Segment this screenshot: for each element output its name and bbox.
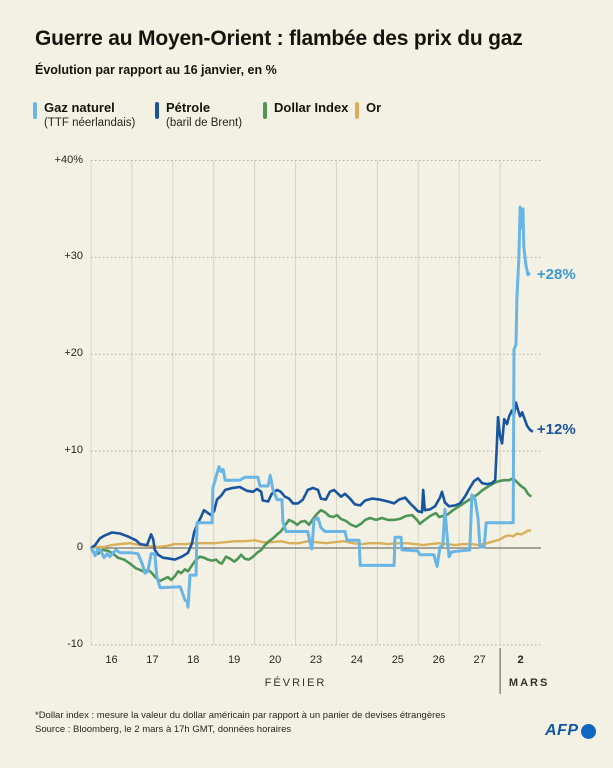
y-axis-tick: 0 — [76, 541, 83, 553]
y-axis-tick: -10 — [67, 637, 83, 650]
legend-label: Pétrole (baril de Brent) — [166, 100, 243, 130]
y-axis-tick: +10 — [64, 444, 83, 457]
legend-swatch-icon — [33, 102, 37, 119]
footnote: *Dollar index : mesure la valeur du doll… — [35, 710, 446, 721]
legend-swatch-icon — [155, 102, 159, 119]
x-axis-tick: 26 — [432, 654, 445, 666]
legend-item-or: Or — [355, 100, 381, 119]
legend-swatch-icon — [263, 102, 267, 119]
chart-subtitle: Évolution par rapport au 16 janvier, en … — [35, 63, 277, 77]
or-line — [90, 529, 532, 550]
legend-item-p-trole: Pétrole (baril de Brent) — [155, 100, 242, 131]
legend-item-gaz-naturel: Gaz naturel (TTF néerlandais) — [33, 100, 135, 131]
legend-label: Dollar Index — [274, 100, 349, 115]
source-line: Source : Bloomberg, le 2 mars à 17h GMT,… — [35, 724, 292, 735]
x-axis-tick: 2 — [517, 654, 524, 666]
afp-logo-dot-icon — [580, 723, 596, 739]
y-axis-tick: +20 — [64, 347, 83, 360]
x-axis-tick: 17 — [146, 654, 159, 666]
dollar-index-line — [89, 477, 533, 583]
legend-sublabel: (baril de Brent) — [166, 117, 243, 130]
month-label-fvrier: FÉVRIER — [264, 677, 327, 689]
p-trole-baril-de-brent-line — [90, 401, 534, 561]
x-axis-tick: 18 — [187, 654, 200, 666]
x-axis-tick: 23 — [309, 654, 323, 666]
legend-label: Gaz naturel (TTF néerlandais) — [44, 100, 136, 130]
x-axis-tick: 24 — [350, 654, 364, 666]
page-title: Guerre au Moyen-Orient : flambée des pri… — [35, 27, 523, 50]
y-axis-tick: +40% — [54, 153, 83, 166]
x-axis-tick: 19 — [228, 654, 241, 666]
afp-logo: AFP — [545, 722, 596, 740]
end-value-label-p-trole: +12% — [536, 420, 576, 438]
legend-sublabel: (TTF néerlandais) — [44, 117, 136, 130]
month-label-mars: MARS — [508, 677, 550, 689]
x-axis-tick: 27 — [473, 654, 486, 666]
legend-item-dollar-index: Dollar Index — [263, 100, 348, 119]
gaz-naturel-ttf-n-erlandais-line — [89, 205, 532, 609]
y-axis-tick: +30 — [64, 250, 83, 263]
x-axis-tick: 20 — [268, 654, 282, 666]
legend-label: Or — [366, 100, 382, 115]
x-axis-tick: 16 — [105, 654, 118, 666]
legend-swatch-icon — [355, 102, 359, 119]
afp-logo-text: AFP — [545, 722, 579, 739]
end-value-label-gaz-naturel: +28% — [536, 265, 576, 283]
x-axis-tick: 25 — [391, 654, 404, 666]
